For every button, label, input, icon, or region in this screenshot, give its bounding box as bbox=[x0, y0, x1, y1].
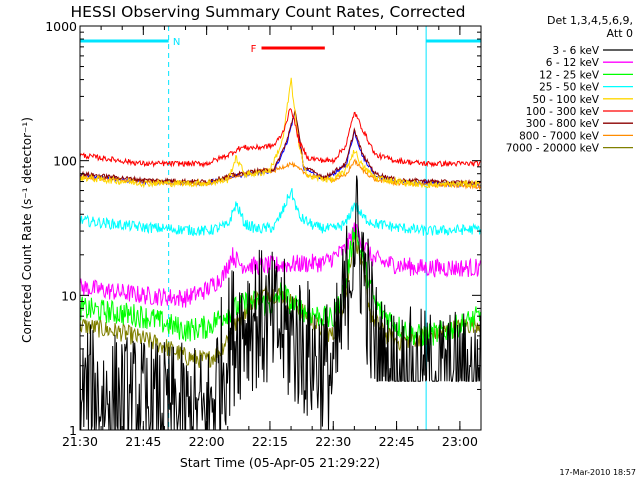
series-3-line bbox=[79, 187, 481, 237]
series-2-line bbox=[79, 227, 481, 347]
series-1-line bbox=[79, 222, 481, 308]
series-4-line bbox=[79, 77, 481, 189]
legend-label-4: 50 - 100 keV bbox=[532, 94, 599, 106]
x-tick-label: 23:00 bbox=[442, 434, 478, 449]
plot-area: NF bbox=[79, 26, 482, 431]
series-blue-line bbox=[79, 111, 481, 188]
legend-label-0: 3 - 6 keV bbox=[552, 45, 599, 57]
legend-header-line2: Att 0 bbox=[607, 27, 633, 40]
legend-label-7: 800 - 7000 keV bbox=[519, 130, 600, 142]
axes: 1 10 100 1000 21:30 21:45 22:00 22:15 22:30 22:45… bbox=[45, 19, 482, 449]
legend-label-5: 100 - 300 keV bbox=[526, 106, 600, 118]
chart-title: HESSI Observing Summary Count Rates, Cor… bbox=[71, 3, 466, 21]
legend-label-8: 7000 - 20000 keV bbox=[506, 143, 600, 155]
x-tick-label: 21:45 bbox=[125, 434, 161, 449]
series-6-line bbox=[79, 109, 481, 187]
timestamp: 17-Mar-2010 18:57 bbox=[560, 468, 637, 477]
series-0-line bbox=[79, 175, 481, 431]
y-tick-label: 1 bbox=[69, 423, 77, 438]
x-axis-label: Start Time (05-Apr-05 21:29:22) bbox=[180, 455, 380, 470]
y-tick-label: 1000 bbox=[45, 19, 77, 34]
y-axis-label: Corrected Count Rate (s⁻¹ detector⁻¹) bbox=[20, 117, 34, 343]
annotation-label-night: N bbox=[173, 37, 180, 48]
plot-frame bbox=[79, 25, 482, 431]
y-tick-label: 10 bbox=[61, 288, 77, 303]
legend-label-3: 25 - 50 keV bbox=[539, 82, 600, 94]
x-tick-label: 21:30 bbox=[62, 434, 98, 449]
legend-label-6: 300 - 800 keV bbox=[526, 118, 600, 130]
y-tick-label: 100 bbox=[53, 154, 77, 169]
x-tick-label: 22:30 bbox=[315, 434, 351, 449]
series-5-line bbox=[79, 108, 481, 168]
x-tick-label: 22:15 bbox=[252, 434, 288, 449]
legend-header-line1: Det 1,3,4,5,6,9, bbox=[547, 14, 633, 27]
x-tick-label: 22:45 bbox=[379, 434, 415, 449]
legend-label-1: 6 - 12 keV bbox=[546, 57, 600, 69]
legend-label-2: 12 - 25 keV bbox=[539, 69, 600, 81]
x-tick-label: 22:00 bbox=[189, 434, 225, 449]
series-7-line bbox=[79, 158, 481, 191]
annotation-label-flare: F bbox=[251, 44, 257, 55]
